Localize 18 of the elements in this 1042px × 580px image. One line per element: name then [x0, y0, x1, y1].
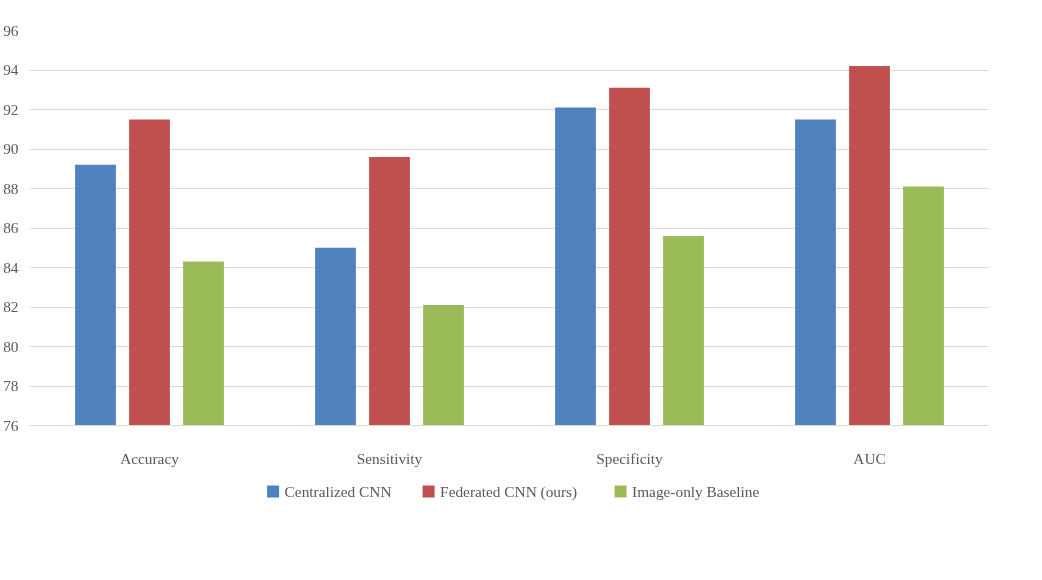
- y-tick-label: 90: [3, 140, 19, 157]
- y-tick-label: 82: [3, 298, 19, 315]
- legend-label: Federated CNN (ours): [440, 483, 578, 501]
- y-tick-label: 80: [3, 337, 19, 355]
- y-tick-label: 92: [3, 100, 19, 118]
- x-tick-label: Sensitivity: [356, 449, 423, 467]
- y-tick-label: 94: [3, 61, 19, 78]
- y-tick-label: 78: [3, 377, 19, 394]
- y-tick-label: 86: [3, 219, 19, 236]
- x-tick-label: AUC: [853, 449, 886, 467]
- legend-label: Image-only Baseline: [632, 483, 760, 500]
- x-tick-label: Accuracy: [120, 449, 180, 467]
- y-tick-label: 88: [3, 179, 19, 197]
- legend-label: Centralized CNN: [284, 483, 392, 500]
- x-tick-label: Specificity: [596, 449, 664, 467]
- y-tick-label: 84: [3, 258, 19, 276]
- y-tick-label: 96: [3, 21, 19, 39]
- y-tick-label: 76: [3, 416, 19, 434]
